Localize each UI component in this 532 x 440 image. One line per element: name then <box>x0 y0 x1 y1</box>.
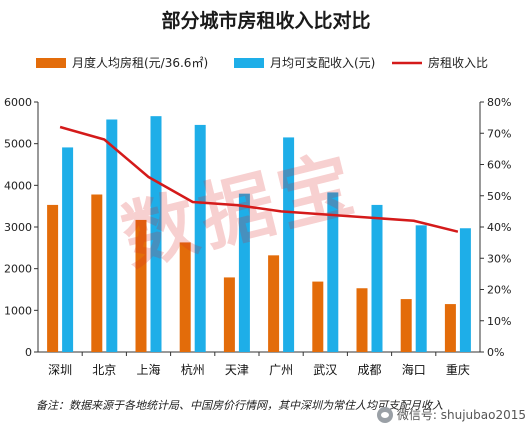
chart-legend: 月度人均房租(元/36.6㎡) 月均可支配收入(元) 房租收入比 <box>36 55 488 70</box>
left-tick-label: 1000 <box>4 304 32 317</box>
income-bar <box>459 228 471 352</box>
income-bar <box>150 116 162 353</box>
left-tick-label: 2000 <box>4 263 32 276</box>
rent-bar <box>356 288 368 352</box>
right-tick-label: 60% <box>487 159 511 172</box>
legend-label: 月度人均房租(元/36.6㎡) <box>72 55 208 70</box>
rent-bar <box>179 242 191 352</box>
wechat-badge: 微信号: shujubao2015 <box>376 406 526 423</box>
rent-bar <box>47 204 59 352</box>
category-label: 成都 <box>357 363 381 377</box>
rent-bar <box>444 304 456 352</box>
category-label: 天津 <box>225 363 249 377</box>
category-label: 武汉 <box>313 363 337 377</box>
chart-line <box>59 125 459 233</box>
right-tick-label: 50% <box>487 190 511 203</box>
income-bar <box>371 204 383 352</box>
wechat-icon <box>376 406 393 423</box>
category-label: 北京 <box>92 363 116 377</box>
legend-label: 月均可支配收入(元) <box>270 56 375 70</box>
rent-bar <box>400 299 412 352</box>
left-tick-label: 6000 <box>4 96 32 109</box>
category-label: 上海 <box>136 362 160 377</box>
rent-bar <box>312 281 324 352</box>
left-tick-label: 0 <box>25 346 32 359</box>
rent-bar <box>135 219 147 352</box>
category-label: 海口 <box>402 362 426 377</box>
category-label: 重庆 <box>446 363 470 377</box>
income-bar <box>327 192 339 352</box>
income-bar <box>238 193 250 352</box>
chart-categories: 深圳 北京 上海 杭州 天津 广州 武汉 成都 海口 重庆 <box>48 362 470 377</box>
right-tick-label: 20% <box>487 284 511 297</box>
right-tick-label: 40% <box>487 221 511 234</box>
left-tick-label: 3000 <box>4 221 32 234</box>
income-bar <box>415 225 427 352</box>
category-label: 杭州 <box>181 362 205 377</box>
left-tick-label: 4000 <box>4 179 32 192</box>
legend-rent-swatch <box>36 58 66 68</box>
income-bar <box>106 119 118 352</box>
rent-bar <box>223 277 235 352</box>
chart-axes: 0 1000 2000 3000 4000 5000 6000 0% 10% 20% 30% 40% 5… <box>4 96 511 359</box>
chart-bars <box>47 116 471 353</box>
right-tick-label: 30% <box>487 252 511 265</box>
right-tick-label: 80% <box>487 96 511 109</box>
category-label: 广州 <box>269 363 293 377</box>
ratio-line <box>59 125 459 233</box>
income-bar <box>194 124 206 353</box>
legend-label: 房租收入比 <box>428 55 488 70</box>
right-tick-label: 70% <box>487 127 511 140</box>
right-tick-label: 0% <box>487 346 504 359</box>
chart-title: 部分城市房租收入比对比 <box>161 9 370 32</box>
category-label: 深圳 <box>48 363 72 377</box>
income-bar <box>62 147 74 352</box>
rent-bar <box>268 255 280 352</box>
right-tick-label: 10% <box>487 315 511 328</box>
source-note: 备注：数据来源于各地统计局、中国房价行情网，其中深圳为常住人均可支配月收入 <box>36 399 443 412</box>
rent-bar <box>91 194 103 352</box>
wechat-badge-text: 微信号: shujubao2015 <box>396 408 526 422</box>
legend-income-swatch <box>234 58 264 68</box>
income-bar <box>283 137 295 352</box>
left-tick-label: 5000 <box>4 138 32 151</box>
